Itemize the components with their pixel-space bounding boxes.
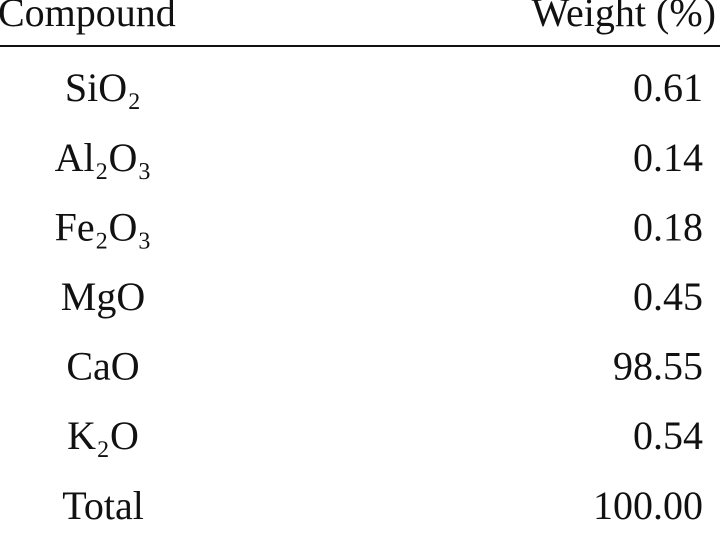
compound-cell: Total: [62, 483, 144, 528]
weight-cell: 0.18: [633, 204, 703, 249]
compound-cell: SiO₂: [65, 65, 141, 110]
compound-cell: Fe₂O₃: [55, 204, 152, 249]
compound-cell: K₂O: [67, 413, 139, 458]
weight-cell: 0.54: [633, 413, 703, 458]
compound-cell: Al₂O₃: [55, 135, 152, 180]
weight-cell: 0.14: [633, 135, 703, 180]
compound-cell: MgO: [61, 274, 145, 319]
header-cell: Compound: [0, 0, 176, 35]
weight-cell: 100.00: [593, 483, 703, 528]
header-cell: Weight (%): [532, 0, 717, 35]
weight-cell: 0.45: [633, 274, 703, 319]
weight-cell: 98.55: [613, 344, 703, 389]
compound-cell: CaO: [66, 344, 139, 389]
weight-cell: 0.61: [633, 65, 703, 110]
